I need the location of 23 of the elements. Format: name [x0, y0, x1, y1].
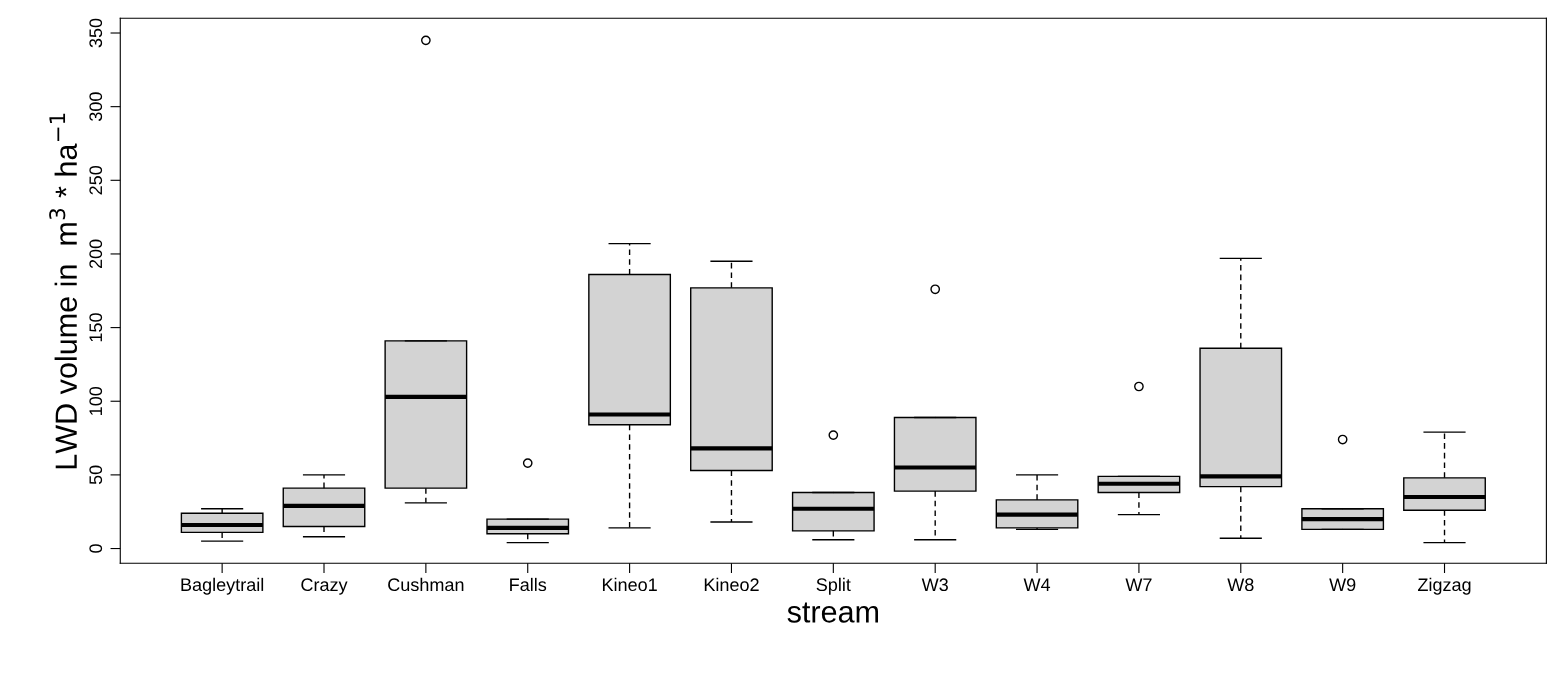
x-tick-label: Kineo2 — [704, 577, 759, 592]
x-tick-label: W8 — [1227, 578, 1254, 592]
x-tick-label: Crazy — [301, 578, 348, 595]
x-tick-label: Zigzag — [1417, 577, 1471, 595]
y-tick-label: 0 — [89, 544, 103, 553]
x-tick-label: W7 — [1125, 578, 1152, 591]
x-tick-label: Kineo1 — [602, 577, 657, 592]
x-tick-label: W3 — [921, 578, 948, 592]
x-tick-label: Cushman — [388, 577, 464, 592]
x-tick-label: Bagleytrail — [181, 577, 264, 595]
x-tick-label: Split — [816, 577, 851, 595]
y-tick-label: 200 — [89, 239, 103, 269]
y-tick-label: 150 — [89, 313, 103, 342]
y-tick-label: 250 — [89, 165, 103, 195]
y-tick-label: 300 — [89, 92, 103, 122]
y-tick-label: 50 — [89, 465, 103, 485]
x-tick-label: Falls — [510, 577, 547, 592]
y-axis-title: LWD volume in m$^{3}$ * ha$^{−1}$ — [49, 113, 78, 469]
x-axis-title: stream — [787, 602, 879, 623]
y-tick-label: 100 — [89, 386, 103, 415]
x-tick-label: W9 — [1329, 578, 1356, 592]
y-tick-label: 350 — [89, 18, 103, 48]
x-tick-label: W4 — [1023, 578, 1051, 591]
